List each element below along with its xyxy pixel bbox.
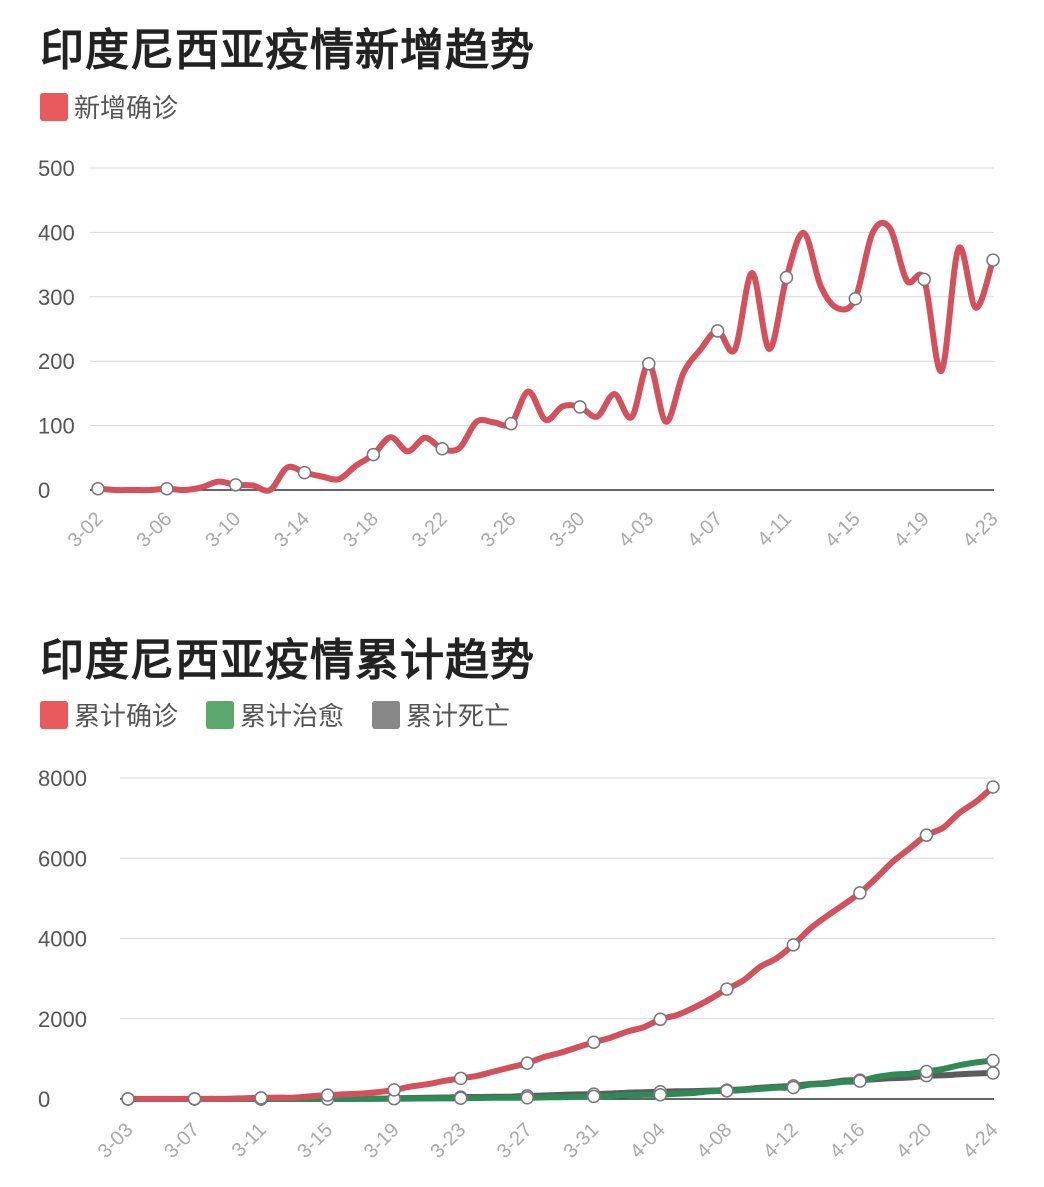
x-tick-label: 3-26: [477, 508, 521, 552]
x-tick-label: 4-16: [826, 1119, 870, 1163]
legend-swatch: [40, 700, 68, 729]
y-tick-label: 6000: [38, 846, 87, 871]
legend-item-cumulative-deaths[interactable]: 累计死亡: [372, 696, 510, 733]
x-tick-label: 3-02: [64, 508, 108, 552]
data-point-marker: [504, 416, 518, 431]
x-tick-label: 4-11: [753, 508, 796, 551]
x-tick-label: 4-04: [626, 1119, 670, 1163]
y-tick-label: 500: [38, 156, 75, 181]
data-point-marker: [587, 1035, 601, 1050]
x-tick-label: 3-27: [493, 1119, 537, 1163]
data-point-marker: [320, 1088, 335, 1102]
data-point-marker: [366, 447, 381, 462]
y-tick-label: 400: [38, 220, 75, 245]
data-point-marker: [573, 400, 587, 414]
data-point-marker: [453, 1071, 468, 1086]
chart-legend: 累计确诊 累计治愈 累计死亡: [40, 696, 538, 733]
x-tick-label: 3-06: [133, 508, 177, 552]
data-point-marker: [720, 982, 734, 996]
new-cases-chart-panel: 印度尼西亚疫情新增趋势 新增确诊 0 100 200 300 400 500 3-02 3-0…: [38, 25, 1003, 552]
x-tick-label: 3-10: [201, 508, 245, 552]
x-tick-label: 4-08: [693, 1119, 737, 1163]
legend-label: 累计治愈: [240, 702, 345, 732]
data-point-marker: [853, 886, 867, 900]
x-tick-label: 3-15: [293, 1119, 337, 1163]
legend-swatch: [206, 700, 235, 729]
x-tick-label: 3-11: [228, 1119, 271, 1162]
data-point-marker: [91, 481, 105, 496]
data-point-marker: [435, 442, 449, 456]
data-point-marker: [587, 1089, 601, 1104]
data-point-marker: [710, 324, 725, 338]
data-point-marker: [986, 780, 1000, 794]
legend-item-cumulative-confirmed[interactable]: 累计确诊: [40, 696, 178, 733]
data-point-marker: [297, 465, 312, 480]
new-cases-plot: 0 100 200 300 400 500 3-02 3-06 3-10 3-14 3-18 3-22…: [38, 156, 1003, 552]
y-tick-label: 200: [38, 349, 75, 374]
chart-title: 印度尼西亚疫情新增趋势: [40, 25, 535, 76]
y-tick-label: 0: [38, 478, 50, 503]
legend-label: 累计确诊: [74, 702, 179, 732]
y-tick-label: 100: [38, 414, 75, 439]
legend-label: 新增确诊: [74, 94, 179, 124]
x-tick-label: 3-07: [160, 1119, 204, 1163]
x-tick-label: 4-24: [959, 1119, 1003, 1163]
data-point-marker: [779, 270, 794, 285]
y-tick-label: 8000: [38, 766, 87, 791]
legend-swatch: [372, 700, 401, 729]
data-point-marker: [848, 291, 863, 306]
chart-legend: 新增确诊: [40, 88, 206, 125]
data-point-marker: [160, 481, 174, 496]
data-point-marker: [853, 1074, 867, 1088]
y-tick-label: 0: [38, 1087, 50, 1112]
data-point-marker: [786, 938, 801, 952]
legend-label: 累计死亡: [406, 702, 511, 732]
data-point-marker: [520, 1056, 534, 1070]
data-point-marker: [720, 1084, 734, 1098]
series-line-0: [95, 219, 996, 494]
data-point-marker: [653, 1087, 668, 1102]
data-point-marker: [453, 1091, 468, 1105]
x-tick-label: 4-23: [959, 508, 1003, 552]
x-tick-label: 4-15: [821, 508, 865, 552]
y-tick-label: 4000: [38, 927, 87, 952]
data-point-marker: [642, 357, 656, 371]
x-tick-label: 3-14: [270, 508, 314, 552]
data-point-marker: [121, 1092, 135, 1106]
data-point-marker: [917, 272, 931, 287]
data-point-marker: [919, 828, 934, 842]
chart-title: 印度尼西亚疫情累计趋势: [40, 635, 535, 686]
x-tick-label: 3-31: [559, 1119, 603, 1163]
data-point-marker: [986, 1066, 1000, 1080]
x-tick-label: 4-07: [683, 508, 727, 552]
x-tick-label: 3-23: [426, 1119, 470, 1163]
data-point-marker: [653, 1012, 668, 1027]
x-tick-label: 3-30: [546, 508, 590, 552]
data-point-marker: [919, 1064, 934, 1079]
cumulative-chart-panel: 印度尼西亚疫情累计趋势 累计确诊 累计治愈 累计死亡 0 2000 4000 6000…: [0, 610, 1044, 1187]
legend-item-new-confirmed[interactable]: 新增确诊: [40, 88, 178, 125]
legend-item-cumulative-recovered[interactable]: 累计治愈: [206, 696, 344, 733]
y-tick-label: 2000: [38, 1007, 87, 1032]
x-tick-label: 3-22: [408, 508, 452, 552]
x-tick-label: 4-20: [892, 1119, 936, 1163]
data-point-marker: [520, 1091, 534, 1105]
x-tick-label: 4-03: [614, 508, 658, 552]
cumulative-plot: 0 2000 4000 6000 8000 3-03 3-07 3-11 3-15 3-19 3-2…: [38, 766, 1003, 1163]
data-point-marker: [387, 1083, 401, 1097]
data-point-marker: [786, 1080, 801, 1095]
series-line-0: [125, 784, 996, 1102]
legend-swatch: [40, 92, 68, 121]
y-tick-label: 300: [38, 285, 75, 310]
data-point-marker: [986, 1053, 1000, 1068]
x-tick-label: 4-12: [759, 1119, 803, 1163]
data-point-marker: [986, 253, 1000, 267]
data-point-marker: [254, 1091, 268, 1105]
x-tick-label: 3-03: [94, 1119, 138, 1163]
x-tick-label: 3-18: [339, 508, 383, 552]
x-tick-label: 3-19: [360, 1119, 404, 1163]
data-point-marker: [228, 478, 243, 492]
data-point-marker: [187, 1092, 202, 1106]
x-tick-label: 4-19: [890, 508, 934, 552]
